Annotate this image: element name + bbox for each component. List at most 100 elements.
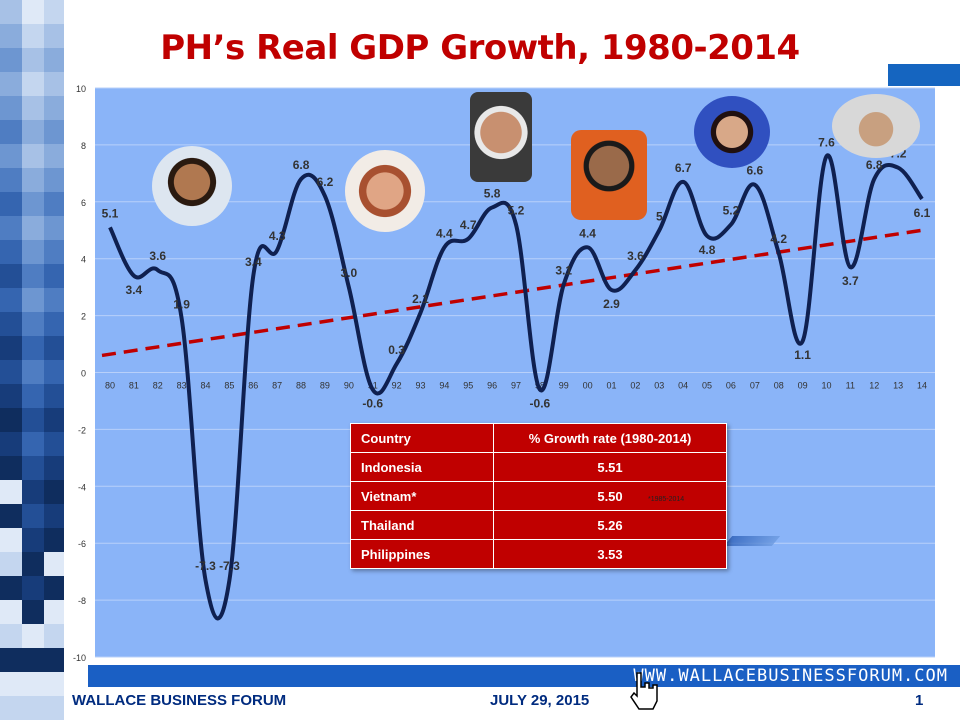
strip-tile bbox=[22, 696, 44, 720]
table-header-country: Country bbox=[350, 423, 494, 453]
x-tick-label: 80 bbox=[105, 381, 115, 391]
data-label: -0.6 bbox=[530, 397, 551, 411]
strip-tile bbox=[22, 432, 44, 456]
data-label: 3.6 bbox=[627, 249, 644, 263]
footer-date: JULY 29, 2015 bbox=[490, 692, 590, 709]
data-label: 0.3 bbox=[388, 343, 405, 357]
data-label: 4.4 bbox=[579, 226, 596, 240]
strip-tile bbox=[44, 168, 64, 192]
strip-tile bbox=[44, 528, 64, 552]
x-tick-label: 87 bbox=[272, 381, 282, 391]
x-tick-label: 82 bbox=[153, 381, 163, 391]
hand-cursor-icon bbox=[630, 672, 658, 710]
data-label: 4.7 bbox=[460, 218, 477, 232]
portrait-icon bbox=[152, 146, 232, 226]
data-label: 2.1 bbox=[412, 292, 429, 306]
strip-tile bbox=[0, 192, 22, 216]
portrait-icon bbox=[832, 94, 920, 158]
x-tick-label: 84 bbox=[201, 381, 211, 391]
strip-tile bbox=[0, 600, 22, 624]
strip-tile bbox=[22, 336, 44, 360]
strip-tile bbox=[44, 336, 64, 360]
portrait-icon bbox=[694, 96, 770, 168]
x-tick-label: 88 bbox=[296, 381, 306, 391]
strip-tile bbox=[22, 72, 44, 96]
data-label: 3.6 bbox=[149, 249, 166, 263]
strip-tile bbox=[0, 120, 22, 144]
data-label: -7.3 bbox=[219, 559, 240, 573]
strip-tile bbox=[44, 240, 64, 264]
strip-tile bbox=[44, 552, 64, 576]
x-tick-label: 93 bbox=[415, 381, 425, 391]
x-tick-label: 06 bbox=[726, 381, 736, 391]
x-tick-label: 12 bbox=[869, 381, 879, 391]
x-tick-label: 08 bbox=[774, 381, 784, 391]
strip-tile bbox=[44, 648, 64, 672]
strip-tile bbox=[44, 72, 64, 96]
table-cell-value: 5.50 bbox=[493, 481, 727, 511]
table-row: Vietnam* 5.50 bbox=[350, 481, 727, 511]
data-label: 6.8 bbox=[866, 158, 883, 172]
table-cell-country: Philippines bbox=[350, 539, 494, 569]
strip-tile bbox=[44, 696, 64, 720]
x-tick-label: 89 bbox=[320, 381, 330, 391]
y-tick-label: -6 bbox=[78, 539, 86, 549]
strip-tile bbox=[0, 672, 22, 696]
strip-tile bbox=[0, 552, 22, 576]
y-tick-label: -4 bbox=[78, 482, 86, 492]
table-row: Indonesia 5.51 bbox=[350, 452, 727, 482]
strip-tile bbox=[44, 672, 64, 696]
strip-tile bbox=[22, 456, 44, 480]
data-label: 3.1 bbox=[555, 263, 572, 277]
y-tick-label: 10 bbox=[76, 84, 86, 94]
strip-tile bbox=[22, 24, 44, 48]
table-shadow bbox=[723, 536, 781, 546]
gdp-series-line bbox=[108, 153, 924, 621]
portrait-icon bbox=[470, 92, 532, 182]
y-tick-label: 0 bbox=[81, 369, 86, 379]
strip-tile bbox=[0, 432, 22, 456]
strip-tile bbox=[0, 72, 22, 96]
strip-tile bbox=[0, 144, 22, 168]
strip-tile bbox=[44, 144, 64, 168]
strip-tile bbox=[0, 24, 22, 48]
strip-tile bbox=[44, 384, 64, 408]
x-tick-label: 11 bbox=[846, 381, 855, 391]
x-tick-label: 86 bbox=[248, 381, 258, 391]
strip-tile bbox=[22, 528, 44, 552]
strip-tile bbox=[22, 600, 44, 624]
vietnam-footnote: *1985-2014 bbox=[648, 496, 685, 503]
x-tick-label: 83 bbox=[177, 381, 187, 391]
x-tick-label: 81 bbox=[129, 381, 139, 391]
strip-tile bbox=[22, 96, 44, 120]
portrait-icon bbox=[345, 150, 425, 232]
footer-band bbox=[88, 665, 960, 687]
strip-tile bbox=[44, 48, 64, 72]
strip-tile bbox=[44, 432, 64, 456]
strip-tile bbox=[0, 288, 22, 312]
x-tick-label: 90 bbox=[344, 381, 354, 391]
strip-tile bbox=[22, 312, 44, 336]
strip-tile bbox=[44, 0, 64, 24]
strip-tile bbox=[0, 360, 22, 384]
x-tick-label: 04 bbox=[678, 381, 688, 391]
x-tick-label: 94 bbox=[439, 381, 449, 391]
strip-tile bbox=[22, 648, 44, 672]
footer-organization: WALLACE BUSINESS FORUM bbox=[72, 692, 287, 709]
data-label: 3.4 bbox=[126, 283, 143, 297]
strip-tile bbox=[44, 192, 64, 216]
website-link[interactable]: WWW.WALLACEBUSINESSFORUM.COM bbox=[633, 666, 948, 686]
x-tick-label: 96 bbox=[487, 381, 497, 391]
strip-tile bbox=[44, 480, 64, 504]
strip-tile bbox=[22, 168, 44, 192]
strip-tile bbox=[44, 312, 64, 336]
strip-tile bbox=[0, 456, 22, 480]
strip-tile bbox=[22, 240, 44, 264]
data-label: 4.4 bbox=[436, 226, 453, 240]
strip-tile bbox=[0, 264, 22, 288]
strip-tile bbox=[22, 216, 44, 240]
table-cell-value: 5.26 bbox=[493, 510, 727, 540]
strip-tile bbox=[0, 528, 22, 552]
strip-tile bbox=[44, 96, 64, 120]
strip-tile bbox=[0, 576, 22, 600]
